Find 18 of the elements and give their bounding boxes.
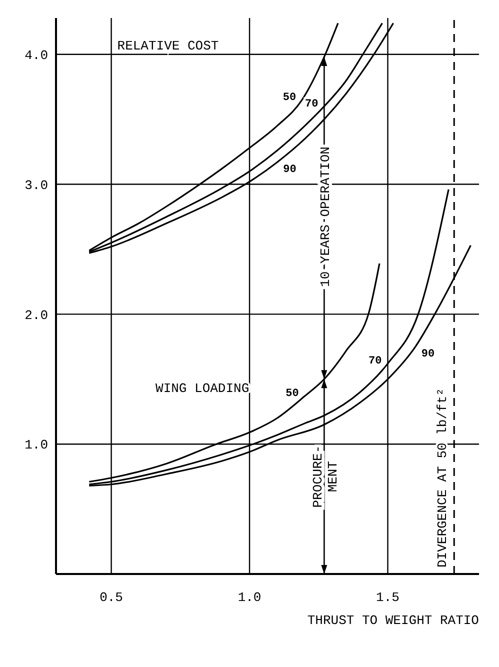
y-axis-title: RELATIVE COST: [117, 38, 219, 54]
series-label: 90: [283, 164, 296, 176]
x-tick-label: 1.0: [238, 590, 262, 606]
series-label: 50: [282, 92, 296, 104]
series-label: 70: [368, 356, 382, 368]
series-label: 50: [286, 388, 299, 400]
series-label: 70: [304, 98, 318, 110]
y-tick-label: 2.0: [24, 308, 48, 323]
y-tick-label: 4.0: [24, 48, 48, 63]
y-tick-label: 1.0: [24, 438, 48, 453]
x-tick-label: 0.5: [100, 590, 123, 606]
x-axis-title: THRUST TO WEIGHT RATIO: [307, 613, 480, 628]
annotation: 10 YEARS OPERATION: [318, 146, 334, 287]
series-label: 90: [421, 348, 435, 361]
y-tick-label: 3.0: [24, 178, 48, 193]
annotation: PROCURE- MENT: [310, 445, 341, 508]
legend-title: WING LOADING: [156, 381, 250, 396]
x-tick-label: 1.5: [376, 590, 400, 606]
